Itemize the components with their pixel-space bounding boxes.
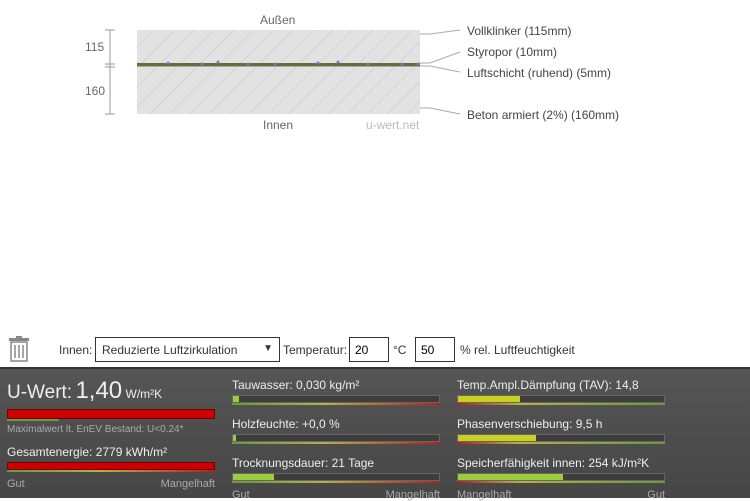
energy-label: Gesamtenergie: 2779 kWh/m² bbox=[7, 445, 168, 459]
uwert-heading: U-Wert: 1,40 W/m²K bbox=[7, 377, 215, 405]
thermal-column: Temp.Ampl.Dämpfung (TAV): 14,8 Phasenver… bbox=[457, 378, 665, 501]
metric-row: Tauwasser: 0,030 kg/m² bbox=[232, 378, 440, 405]
metric-label: Speicherfähigkeit innen: 254 kJ/m²K bbox=[457, 456, 650, 470]
uwert-column: U-Wert: 1,40 W/m²K Maximalwert lt. EnEV … bbox=[7, 377, 215, 490]
outside-label: Außen bbox=[260, 13, 296, 27]
temperature-label: Temperatur: bbox=[283, 343, 348, 357]
inside-climate-label: Innen: bbox=[59, 343, 93, 357]
metric-label: Tauwasser: 0,030 kg/m² bbox=[232, 378, 360, 392]
scale-labels: Gut Mangelhaft bbox=[232, 489, 440, 501]
humidity-label: % rel. Luftfeuchtigkeit bbox=[460, 343, 575, 357]
inside-climate-select[interactable]: Reduzierte Luftzirkulation ▼ bbox=[95, 337, 280, 362]
metric-bar-fill bbox=[233, 435, 237, 441]
dimension-160: 160 bbox=[85, 84, 106, 98]
metric-bar-fill bbox=[458, 474, 564, 480]
uwert-note: Maximalwert lt. EnEV Bestand: U<0.24* bbox=[7, 424, 184, 435]
metric-bar bbox=[457, 473, 665, 481]
metric-bar bbox=[232, 434, 440, 442]
wall-section bbox=[105, 29, 461, 115]
metric-bar-fill bbox=[458, 396, 520, 402]
inside-label: Innen bbox=[263, 118, 294, 132]
metric-label: Holzfeuchte: +0,0 % bbox=[232, 417, 340, 431]
watermark: u-wert.net bbox=[366, 118, 420, 132]
metric-scale-gradient bbox=[232, 481, 440, 483]
metric-row: Temp.Ampl.Dämpfung (TAV): 14,8 bbox=[457, 378, 665, 405]
metric-bar bbox=[457, 395, 665, 403]
uwert-bar bbox=[7, 409, 215, 419]
metric-row: Trocknungsdauer: 21 Tage bbox=[232, 456, 440, 483]
scale-left: Mangelhaft bbox=[457, 489, 512, 501]
uwert-label: U-Wert: bbox=[7, 382, 73, 403]
metric-row: Holzfeuchte: +0,0 % bbox=[232, 417, 440, 444]
metric-row: Speicherfähigkeit innen: 254 kJ/m²K bbox=[457, 456, 665, 483]
scale-labels: Gut Mangelhaft bbox=[7, 478, 215, 490]
scale-left: Gut bbox=[232, 489, 250, 501]
scale-good: Gut bbox=[7, 478, 25, 490]
layer-label[interactable]: Luftschicht (ruhend) (5mm) bbox=[467, 66, 612, 80]
uwert-limit-line bbox=[7, 419, 59, 421]
energy-bar bbox=[7, 462, 215, 470]
moisture-column: Tauwasser: 0,030 kg/m² Holzfeuchte: +0,0… bbox=[232, 378, 440, 501]
chevron-down-icon: ▼ bbox=[263, 343, 273, 354]
metric-label: Temp.Ampl.Dämpfung (TAV): 14,8 bbox=[457, 378, 639, 392]
layer-label[interactable]: Styropor (10mm) bbox=[467, 45, 558, 59]
metric-bar bbox=[232, 395, 440, 403]
uwert-unit: W/m²K bbox=[125, 387, 163, 401]
metric-scale-gradient bbox=[232, 442, 440, 444]
scale-labels: Mangelhaft Gut bbox=[457, 489, 665, 501]
temperature-unit: °C bbox=[393, 343, 407, 357]
uwert-value: 1,40 bbox=[75, 377, 123, 404]
metric-bar-fill bbox=[233, 474, 275, 480]
metric-bar-fill bbox=[458, 435, 537, 441]
energy-scale-gradient bbox=[7, 470, 215, 472]
temperature-input[interactable] bbox=[349, 337, 389, 362]
humidity-input[interactable] bbox=[415, 337, 455, 362]
layer-label[interactable]: Beton armiert (2%) (160mm) bbox=[467, 108, 620, 122]
scale-bad: Mangelhaft bbox=[160, 478, 215, 490]
metric-bar bbox=[232, 473, 440, 481]
metric-bar-fill bbox=[233, 396, 240, 402]
metric-bar bbox=[457, 434, 665, 442]
scale-right: Gut bbox=[647, 489, 665, 501]
metric-scale-gradient bbox=[232, 403, 440, 405]
metric-scale-gradient bbox=[457, 481, 665, 483]
inside-climate-value: Reduzierte Luftzirkulation bbox=[102, 343, 238, 357]
metric-row: Phasenverschiebung: 9,5 h bbox=[457, 417, 665, 444]
dimension-115: 115 bbox=[85, 40, 105, 54]
metric-scale-gradient bbox=[457, 403, 665, 405]
metric-label: Trocknungsdauer: 21 Tage bbox=[232, 456, 375, 470]
results-panel: U-Wert: 1,40 W/m²K Maximalwert lt. EnEV … bbox=[0, 367, 750, 501]
metric-label: Phasenverschiebung: 9,5 h bbox=[457, 417, 603, 431]
layer-label[interactable]: Vollklinker (115mm) bbox=[467, 24, 572, 38]
trash-icon[interactable] bbox=[8, 336, 30, 362]
metric-scale-gradient bbox=[457, 442, 665, 444]
scale-right: Mangelhaft bbox=[385, 489, 440, 501]
